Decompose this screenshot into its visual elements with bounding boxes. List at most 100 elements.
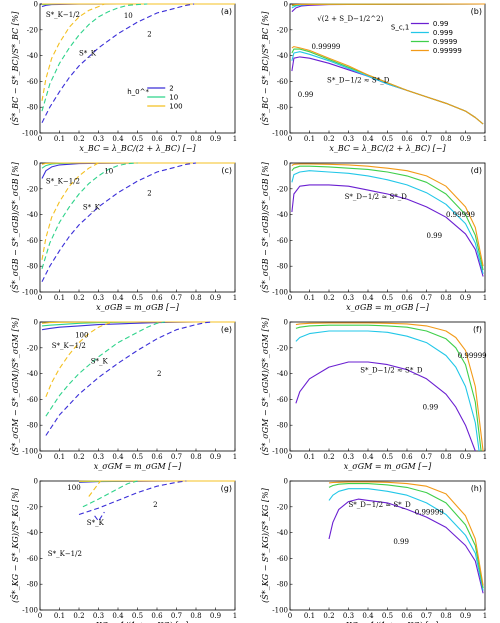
x-tick-label: 0.3 (343, 612, 354, 620)
x-tick-label: 0.8 (440, 453, 451, 461)
x-tick-label: 0.8 (190, 612, 201, 620)
annotation-label: 2 (153, 501, 157, 509)
annotation-label: S*_K−1/2 (46, 178, 80, 186)
series-line-0999 (328, 488, 484, 591)
y-tick-label: -100 (22, 289, 38, 297)
y-tick-label: -80 (27, 581, 38, 589)
y-tick-label: -20 (27, 344, 38, 352)
x-tick-label: 0.5 (132, 453, 143, 461)
series-line-0999 (291, 170, 484, 275)
x-tick-label: 0.1 (304, 453, 315, 461)
series-line-099999 (291, 46, 484, 125)
x-tick-label: 0.6 (401, 453, 413, 461)
y-tick-label: -100 (272, 607, 288, 615)
x-tick-label: 0 (288, 294, 292, 302)
y-tick-label: -80 (27, 263, 38, 271)
y-tick-label: -80 (27, 422, 38, 430)
legend-title: S_c,1 (391, 23, 409, 31)
y-axis-label: (Ŝ*_σGM − S*_σGM)/S*_σGM [%] (11, 317, 20, 456)
x-tick-label: 0.7 (421, 612, 432, 620)
x-tick-label: 0.9 (210, 135, 221, 143)
y-tick-label: -40 (277, 211, 288, 219)
x-tick-label: 0.4 (362, 453, 374, 461)
annotation-label: 10 (124, 12, 133, 20)
panel-tag: (b) (471, 7, 482, 16)
x-tick-label: 0.8 (190, 294, 201, 302)
series-line-2 (78, 480, 187, 516)
y-tick-label: 0 (284, 319, 288, 327)
x-tick-label: 0.1 (304, 294, 315, 302)
annotation-label: 0.99999 (311, 43, 340, 51)
x-tick-label: 1 (233, 453, 237, 461)
x-tick-label: 0.4 (112, 453, 124, 461)
annotation-label: S*_D−1/2 ≈ S*_D (349, 501, 412, 509)
x-tick-label: 0.2 (323, 135, 334, 143)
x-tick-label: 0.7 (171, 453, 182, 461)
panel-e: 0 0.1 0.2 0.3 0.4 0.5 0.6 0.7 0.8 0.9 1 -100 -80 -60 -… (11, 317, 237, 471)
y-tick-label: -40 (27, 370, 38, 378)
y-tick-label: -20 (27, 26, 38, 34)
x-tick-label: 0.2 (73, 453, 84, 461)
x-tick-label: 1 (483, 294, 487, 302)
series-line-09999 (295, 324, 482, 452)
series-line-100 (41, 321, 235, 324)
series-line-099999 (291, 3, 486, 6)
series-line-2 (41, 162, 197, 282)
x-tick-label: 0.8 (440, 294, 451, 302)
y-tick-label: -40 (27, 529, 38, 537)
x-tick-label: 1 (233, 135, 237, 143)
x-tick-label: 0.4 (112, 294, 124, 302)
x-tick-label: 0.1 (54, 612, 65, 620)
annotation-label: 0.99999 (415, 509, 444, 517)
x-tick-label: 0.6 (401, 612, 413, 620)
panel-tag: (e) (221, 325, 232, 334)
x-tick-label: 0.9 (460, 612, 471, 620)
plot-frame (289, 162, 486, 293)
annotation-label: S*_D−1/2 ≈ S*_D (360, 366, 423, 374)
y-tick-label: -60 (27, 237, 38, 245)
x-tick-label: 0.1 (304, 135, 315, 143)
annotation-label: 2 (157, 370, 161, 378)
x-tick-label: 0.9 (210, 294, 221, 302)
x-tick-label: 0.7 (171, 294, 182, 302)
annotation-label: S*_K (83, 203, 101, 211)
x-tick-label: 0 (38, 135, 42, 143)
y-tick-label: -100 (272, 448, 288, 456)
x-tick-label: 0.1 (304, 612, 315, 620)
x-tick-label: 1 (233, 294, 237, 302)
y-axis-label: (Ŝ*_KG − S*_KG)/S*_KG [%] (261, 487, 270, 603)
x-tick-label: 0.5 (132, 294, 143, 302)
x-tick-label: 0.1 (54, 294, 65, 302)
x-tick-label: 0 (288, 453, 292, 461)
x-tick-label: 0.2 (73, 294, 84, 302)
series-line-10 (41, 162, 138, 269)
y-tick-label: 0 (34, 478, 38, 486)
y-tick-label: -60 (27, 396, 38, 404)
y-axis-label: (Ŝ*_σGB − S*_σGB)/S*_σGB [%] (261, 161, 270, 293)
y-axis-label: (Ŝ*_σGB − S*_σGB)/S*_σGB [%] (11, 161, 20, 293)
annotation-label: 0.99 (427, 232, 443, 240)
annotation-label: S*_K (79, 50, 97, 58)
annotation-label: 0.99999 (458, 352, 487, 360)
y-tick-label: -20 (277, 26, 288, 34)
x-tick-label: 1 (233, 612, 237, 620)
panel-f: 0 0.1 0.2 0.3 0.4 0.5 0.6 0.7 0.8 0.9 1 -100 -80 -60 -… (261, 317, 487, 471)
panel-tag: (f) (473, 325, 482, 334)
x-tick-label: 0.9 (210, 612, 221, 620)
x-axis-label: x_KG = 1/(1 + σ_KG) [−] (87, 621, 189, 623)
y-tick-label: -80 (277, 104, 288, 112)
x-tick-label: 0.7 (421, 294, 432, 302)
x-tick-label: 0.2 (323, 453, 334, 461)
y-tick-label: 0 (34, 1, 38, 9)
x-tick-label: 0.4 (362, 612, 374, 620)
y-tick-label: -40 (27, 211, 38, 219)
annotation-label: S*_D−1/2 ≈ S*_D (345, 193, 408, 201)
plot-frame (39, 321, 236, 452)
x-tick-label: 0.6 (151, 612, 163, 620)
x-tick-label: 0.4 (112, 612, 124, 620)
x-tick-label: 0.3 (93, 453, 104, 461)
legend-entry: 0.9999 (433, 38, 458, 46)
x-tick-label: 0.5 (132, 135, 143, 143)
panel-tag: (a) (221, 7, 232, 16)
y-tick-label: -100 (272, 289, 288, 297)
